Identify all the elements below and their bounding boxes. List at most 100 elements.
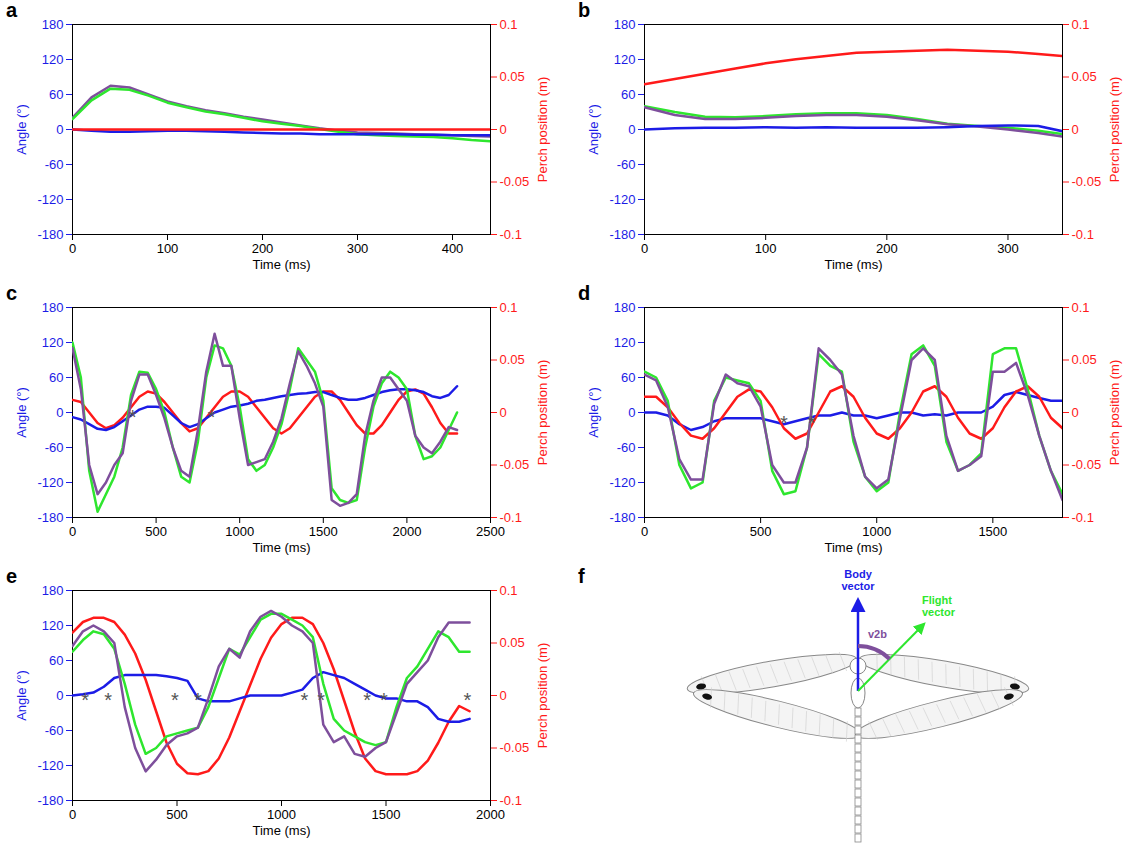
svg-text:180: 180 bbox=[614, 17, 636, 32]
svg-text:500: 500 bbox=[750, 524, 772, 539]
svg-text:1500: 1500 bbox=[978, 524, 1007, 539]
svg-text:100: 100 bbox=[755, 241, 777, 256]
svg-text:-180: -180 bbox=[37, 227, 63, 242]
svg-text:*: * bbox=[808, 412, 816, 434]
svg-text:-180: -180 bbox=[37, 793, 63, 808]
svg-text:180: 180 bbox=[42, 17, 64, 32]
svg-text:v2b: v2b bbox=[868, 628, 887, 640]
svg-text:*: * bbox=[464, 689, 472, 711]
svg-text:*: * bbox=[317, 689, 325, 711]
svg-text:0.05: 0.05 bbox=[1072, 352, 1097, 367]
svg-text:0: 0 bbox=[56, 688, 63, 703]
svg-text:0.1: 0.1 bbox=[500, 17, 518, 32]
svg-text:Time (ms): Time (ms) bbox=[252, 823, 310, 838]
svg-text:0.1: 0.1 bbox=[500, 583, 518, 598]
svg-text:0: 0 bbox=[500, 122, 507, 137]
svg-text:Time (ms): Time (ms) bbox=[252, 540, 310, 555]
svg-text:0: 0 bbox=[628, 405, 635, 420]
svg-text:1500: 1500 bbox=[309, 524, 338, 539]
svg-text:-60: -60 bbox=[45, 157, 64, 172]
svg-text:*: * bbox=[301, 689, 309, 711]
svg-text:Time (ms): Time (ms) bbox=[824, 257, 882, 272]
svg-text:0: 0 bbox=[641, 241, 648, 256]
svg-text:-0.05: -0.05 bbox=[500, 740, 530, 755]
svg-text:0: 0 bbox=[1072, 122, 1079, 137]
svg-text:2000: 2000 bbox=[392, 524, 421, 539]
svg-text:0: 0 bbox=[56, 122, 63, 137]
svg-text:-0.05: -0.05 bbox=[500, 174, 530, 189]
svg-text:Perch position (m): Perch position (m) bbox=[535, 360, 550, 465]
svg-text:1500: 1500 bbox=[372, 807, 401, 822]
svg-text:*: * bbox=[194, 689, 202, 711]
svg-text:120: 120 bbox=[614, 52, 636, 67]
svg-text:-180: -180 bbox=[37, 510, 63, 525]
svg-text:0.1: 0.1 bbox=[1072, 300, 1090, 315]
svg-text:-120: -120 bbox=[37, 758, 63, 773]
svg-text:0.1: 0.1 bbox=[500, 300, 518, 315]
svg-text:0: 0 bbox=[69, 807, 76, 822]
svg-text:-0.05: -0.05 bbox=[500, 457, 530, 472]
svg-text:2500: 2500 bbox=[476, 524, 505, 539]
svg-text:*: * bbox=[207, 406, 215, 428]
svg-text:Angle (°): Angle (°) bbox=[14, 387, 29, 438]
svg-text:Angle (°): Angle (°) bbox=[586, 104, 601, 155]
svg-text:0: 0 bbox=[69, 524, 76, 539]
svg-text:Angle (°): Angle (°) bbox=[14, 104, 29, 155]
svg-text:-60: -60 bbox=[617, 440, 636, 455]
svg-text:100: 100 bbox=[157, 241, 179, 256]
svg-text:60: 60 bbox=[49, 370, 63, 385]
svg-text:Flightvector: Flightvector bbox=[922, 594, 956, 618]
svg-text:Angle (°): Angle (°) bbox=[14, 670, 29, 721]
svg-text:*: * bbox=[363, 689, 371, 711]
svg-text:-0.1: -0.1 bbox=[1072, 227, 1094, 242]
svg-text:Angle (°): Angle (°) bbox=[586, 387, 601, 438]
svg-text:Perch position (m): Perch position (m) bbox=[1107, 77, 1122, 182]
svg-text:0: 0 bbox=[69, 241, 76, 256]
svg-text:-60: -60 bbox=[45, 440, 64, 455]
svg-text:-180: -180 bbox=[609, 227, 635, 242]
svg-text:300: 300 bbox=[347, 241, 369, 256]
svg-text:-0.1: -0.1 bbox=[500, 227, 522, 242]
svg-text:400: 400 bbox=[442, 241, 464, 256]
svg-text:-0.1: -0.1 bbox=[500, 793, 522, 808]
svg-text:0.05: 0.05 bbox=[1072, 69, 1097, 84]
svg-text:-180: -180 bbox=[609, 510, 635, 525]
svg-text:Bodyvector: Bodyvector bbox=[841, 568, 875, 592]
svg-text:*: * bbox=[171, 689, 179, 711]
svg-text:1000: 1000 bbox=[862, 524, 891, 539]
svg-text:500: 500 bbox=[166, 807, 188, 822]
svg-text:-60: -60 bbox=[617, 157, 636, 172]
svg-text:0: 0 bbox=[628, 122, 635, 137]
svg-text:Perch position (m): Perch position (m) bbox=[1107, 360, 1122, 465]
svg-text:120: 120 bbox=[614, 335, 636, 350]
svg-text:120: 120 bbox=[42, 52, 64, 67]
svg-text:500: 500 bbox=[145, 524, 167, 539]
svg-text:-0.05: -0.05 bbox=[1072, 174, 1102, 189]
svg-text:60: 60 bbox=[49, 653, 63, 668]
svg-text:0.05: 0.05 bbox=[500, 352, 525, 367]
svg-text:-0.05: -0.05 bbox=[1072, 457, 1102, 472]
svg-text:200: 200 bbox=[252, 241, 274, 256]
svg-text:-0.1: -0.1 bbox=[1072, 510, 1094, 525]
svg-text:0: 0 bbox=[1072, 405, 1079, 420]
svg-text:0: 0 bbox=[500, 688, 507, 703]
svg-text:*: * bbox=[380, 689, 388, 711]
svg-text:*: * bbox=[104, 689, 112, 711]
svg-text:120: 120 bbox=[42, 335, 64, 350]
svg-text:180: 180 bbox=[614, 300, 636, 315]
svg-text:2000: 2000 bbox=[476, 807, 505, 822]
svg-text:Time (ms): Time (ms) bbox=[824, 540, 882, 555]
svg-text:-120: -120 bbox=[37, 475, 63, 490]
svg-text:0: 0 bbox=[56, 405, 63, 420]
svg-text:120: 120 bbox=[42, 618, 64, 633]
svg-text:0.05: 0.05 bbox=[500, 635, 525, 650]
svg-text:-120: -120 bbox=[609, 192, 635, 207]
svg-text:0: 0 bbox=[500, 405, 507, 420]
svg-text:*: * bbox=[81, 689, 89, 711]
svg-text:*: * bbox=[780, 412, 788, 434]
svg-text:Perch position (m): Perch position (m) bbox=[535, 77, 550, 182]
svg-text:180: 180 bbox=[42, 583, 64, 598]
svg-text:-120: -120 bbox=[609, 475, 635, 490]
svg-text:200: 200 bbox=[876, 241, 898, 256]
svg-text:60: 60 bbox=[621, 87, 635, 102]
